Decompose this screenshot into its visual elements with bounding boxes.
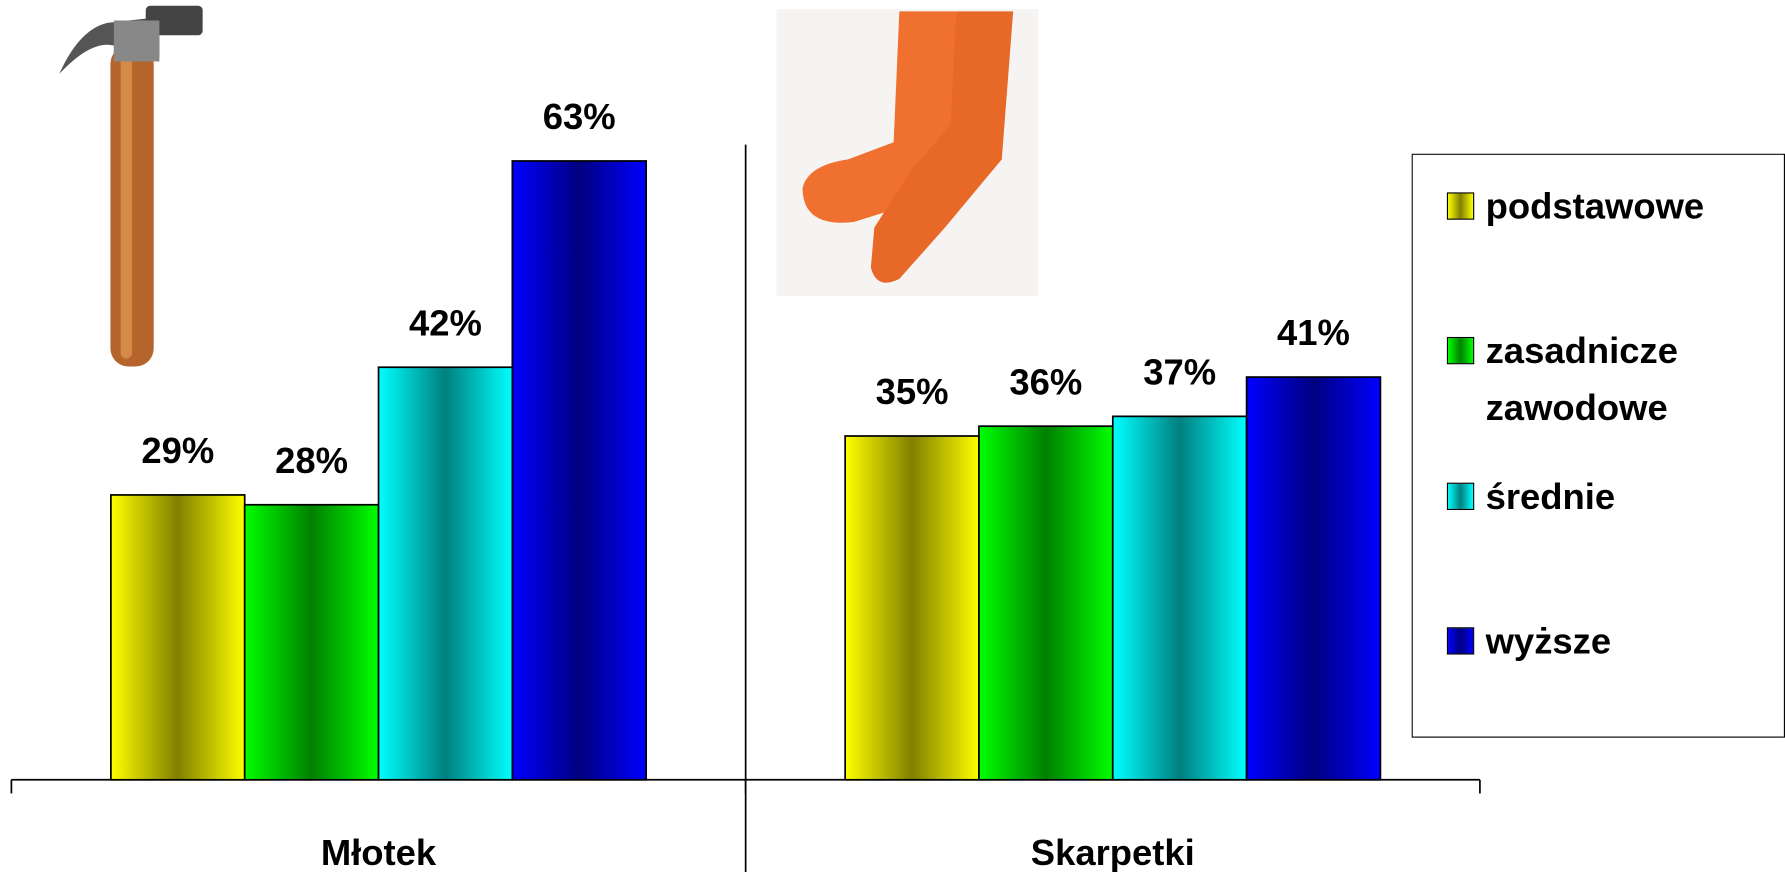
value-label: 36% <box>1009 361 1082 402</box>
legend: podstawowe zasadnicze zawodowe średnie wyżs… <box>1411 153 1785 738</box>
value-label: 37% <box>1143 351 1216 392</box>
value-label: 63% <box>543 96 616 137</box>
legend-swatch <box>1446 482 1475 510</box>
legend-label: zasadnicze zawodowe <box>1485 330 1678 429</box>
x-tick-label: Młotek <box>321 832 437 872</box>
bar <box>377 366 514 781</box>
legend-label: podstawowe <box>1485 185 1705 227</box>
bar <box>110 494 246 781</box>
value-label: 28% <box>275 440 348 481</box>
bar <box>1245 376 1382 781</box>
socks-image <box>776 9 1039 296</box>
legend-swatch <box>1446 627 1475 655</box>
value-label: 35% <box>876 371 949 412</box>
bar <box>1111 415 1248 781</box>
legend-container: podstawowe zasadnicze zawodowe średnie wyżs… <box>1411 153 1785 738</box>
legend-item: zasadnicze zawodowe <box>1446 322 1777 436</box>
x-tick-label: Skarpetki <box>1031 832 1195 872</box>
value-label: 29% <box>141 430 214 471</box>
value-label: 41% <box>1277 312 1350 353</box>
legend-label: wyższe <box>1485 620 1612 662</box>
legend-swatch <box>1446 192 1475 220</box>
legend-item: podstawowe <box>1446 178 1777 235</box>
bar <box>243 503 380 781</box>
legend-label: średnie <box>1485 475 1616 517</box>
legend-item: wyższe <box>1446 612 1777 669</box>
bar <box>978 425 1114 781</box>
bar <box>511 160 648 781</box>
legend-swatch <box>1446 336 1475 365</box>
value-label: 42% <box>409 302 482 343</box>
hammer-image <box>59 5 203 367</box>
bar <box>844 435 980 781</box>
legend-item: średnie <box>1446 468 1777 525</box>
